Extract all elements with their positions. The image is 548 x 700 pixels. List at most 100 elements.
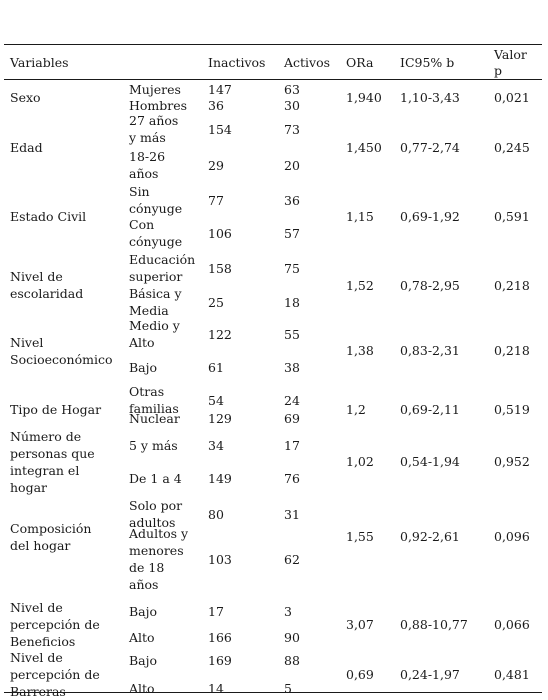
p-value: 0,591 [494,209,530,224]
ora-value: 1,450 [346,139,382,155]
activos-count: 76 [284,470,300,486]
inactivos-count: 122 [208,326,232,342]
variable-label: Composición [10,520,92,536]
activos-count: 75 [284,260,300,276]
category-label: años [129,577,159,592]
variable-label: hogar [10,479,48,495]
variable-label: escolaridad [10,286,84,301]
variable-label: Barreras [10,683,66,699]
category-label: Solo por [129,498,183,513]
ora-value: 1,02 [346,454,374,469]
inactivos-count: 77 [208,192,224,208]
inactivos-count: 154 [208,121,232,137]
ora-value: 1,55 [346,529,374,544]
inactivos-count: 166 [208,629,232,645]
ic95-value: 0,88-10,77 [400,616,468,632]
ic95-value: 0,78-2,95 [400,277,460,293]
activos-count: 62 [284,551,300,567]
category-label: de 18 [129,560,165,575]
header-variables: Variables [10,55,69,70]
category-label: años [129,166,159,181]
header-bottom-rule [4,79,542,80]
inactivos-count: 29 [208,157,224,173]
ic95-value: 0,77-2,74 [400,139,460,155]
activos-count: 57 [284,225,300,241]
activos-count: 73 [284,121,300,137]
ora-value: 1,2 [346,401,366,417]
category-label: cónyuge [129,234,183,249]
category-label: familias [129,401,179,416]
inactivos-count: 149 [208,470,232,486]
ora-value: 1,38 [346,343,374,358]
inactivos-count: 106 [208,225,232,241]
variable-label: personas que [10,445,95,461]
category-label: y más [129,130,166,145]
activos-count: 90 [284,629,300,645]
category-label: cónyuge [129,201,183,216]
ic95-value: 0,24-1,97 [400,666,460,682]
inactivos-count: 61 [208,359,224,375]
category-label: Educación [129,252,196,267]
header-valor-p-line1: Valor [494,47,527,62]
activos-count: 20 [284,157,300,173]
category-label: Alto [129,680,155,696]
ic95-value: 0,69-1,92 [400,209,460,224]
ic95-value: 0,92-2,61 [400,529,460,544]
category-label: Con [129,217,155,232]
ora-value: 1,940 [346,89,382,105]
variable-label: percepción de [10,666,100,682]
variable-label: Nivel de [10,649,63,665]
ic95-value: 1,10-3,43 [400,89,460,105]
variable-label: Socioeconómico [10,351,113,367]
variable-label: Edad [10,139,43,155]
variable-label: Número de [10,428,82,444]
table-top-rule [4,44,542,45]
variable-label: Sexo [10,89,41,105]
p-value: 0,218 [494,343,530,358]
activos-count: 17 [284,437,300,453]
activos-count: 24 [284,392,300,408]
variable-label: Beneficios [10,633,76,649]
activos-count: 69 [284,410,300,426]
ic95-value: 0,54-1,94 [400,454,460,469]
p-value: 0,218 [494,277,530,293]
category-label: 5 y más [129,437,178,453]
activos-count: 63 [284,81,300,97]
category-label: Hombres [129,97,188,113]
category-label: Bajo [129,603,158,619]
ora-value: 1,52 [346,277,374,293]
activos-count: 3 [284,603,292,619]
p-value: 0,519 [494,401,530,417]
header-activos: Activos [284,55,331,70]
p-value: 0,245 [494,139,530,155]
category-label: Alto [129,335,155,350]
category-label: Sin [129,184,150,199]
inactivos-count: 103 [208,551,232,567]
category-label: adultos [129,515,176,530]
ora-value: 1,15 [346,209,374,224]
category-label: De 1 a 4 [129,470,182,486]
inactivos-count: 54 [208,392,224,408]
inactivos-count: 169 [208,652,232,668]
header-ora: ORa [346,55,374,70]
variable-label: integran el [10,462,80,478]
variable-label: Nivel de [10,269,63,284]
activos-count: 36 [284,192,300,208]
variable-label: Nivel de [10,599,63,615]
ora-value: 0,69 [346,666,374,682]
category-label: Media [129,303,169,318]
inactivos-count: 36 [208,97,224,113]
category-label: Medio y [129,318,180,333]
inactivos-count: 80 [208,506,224,522]
ora-value: 3,07 [346,616,374,632]
category-label: Otras [129,384,165,399]
header-inactivos: Inactivos [208,55,266,70]
activos-count: 88 [284,652,300,668]
ic95-value: 0,69-2,11 [400,401,460,417]
inactivos-count: 129 [208,410,232,426]
inactivos-count: 147 [208,81,232,97]
category-label: Adultos y [129,526,189,541]
header-valor-p-line2: p [494,63,503,78]
inactivos-count: 158 [208,260,232,276]
ic95-value: 0,83-2,31 [400,343,460,358]
